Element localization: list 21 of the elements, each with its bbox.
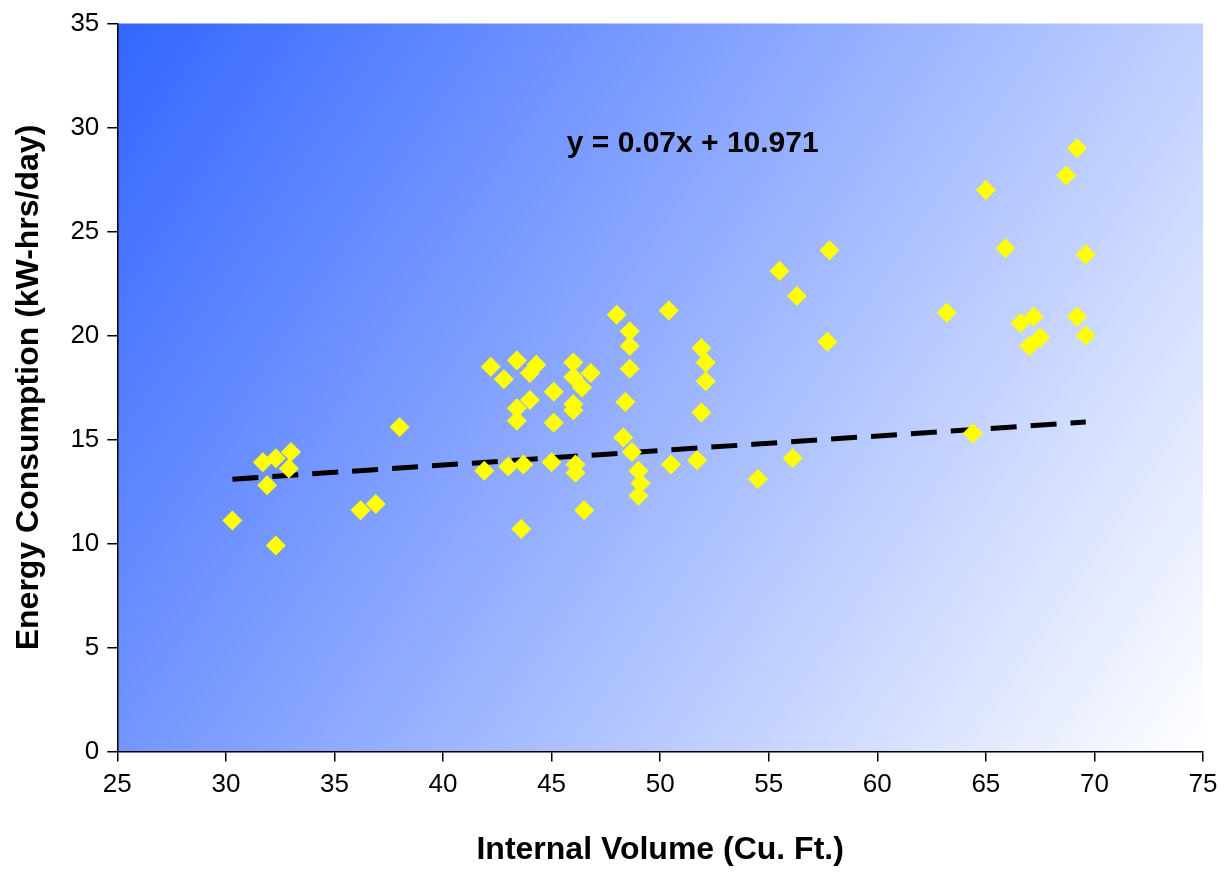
- y-tick-label: 10: [70, 526, 100, 557]
- y-tick-label: 25: [70, 214, 100, 245]
- y-axis-title: Energy Consumption (kW-hrs/day): [9, 124, 46, 651]
- x-tick-label: 50: [645, 768, 675, 799]
- x-tick-label: 60: [862, 768, 892, 799]
- annotation: y = 0.07x + 10.971: [566, 124, 819, 158]
- y-tick-label: 20: [70, 318, 100, 349]
- y-tick-label: 30: [70, 110, 100, 141]
- y-tick-label: 15: [70, 422, 100, 453]
- x-tick-label: 65: [971, 768, 1001, 799]
- y-tick-label: 35: [70, 6, 100, 37]
- x-tick-label: 35: [319, 768, 349, 799]
- x-tick-label: 45: [537, 768, 567, 799]
- x-axis-title: Internal Volume (Cu. Ft.): [476, 829, 844, 866]
- x-tick-label: 70: [1079, 768, 1109, 799]
- x-tick-label: 40: [428, 768, 458, 799]
- x-tick-label: 75: [1188, 768, 1218, 799]
- y-tick-label: 5: [84, 630, 100, 661]
- x-tick-label: 30: [211, 768, 241, 799]
- y-tick-label: 0: [84, 734, 100, 765]
- x-tick-label: 55: [754, 768, 784, 799]
